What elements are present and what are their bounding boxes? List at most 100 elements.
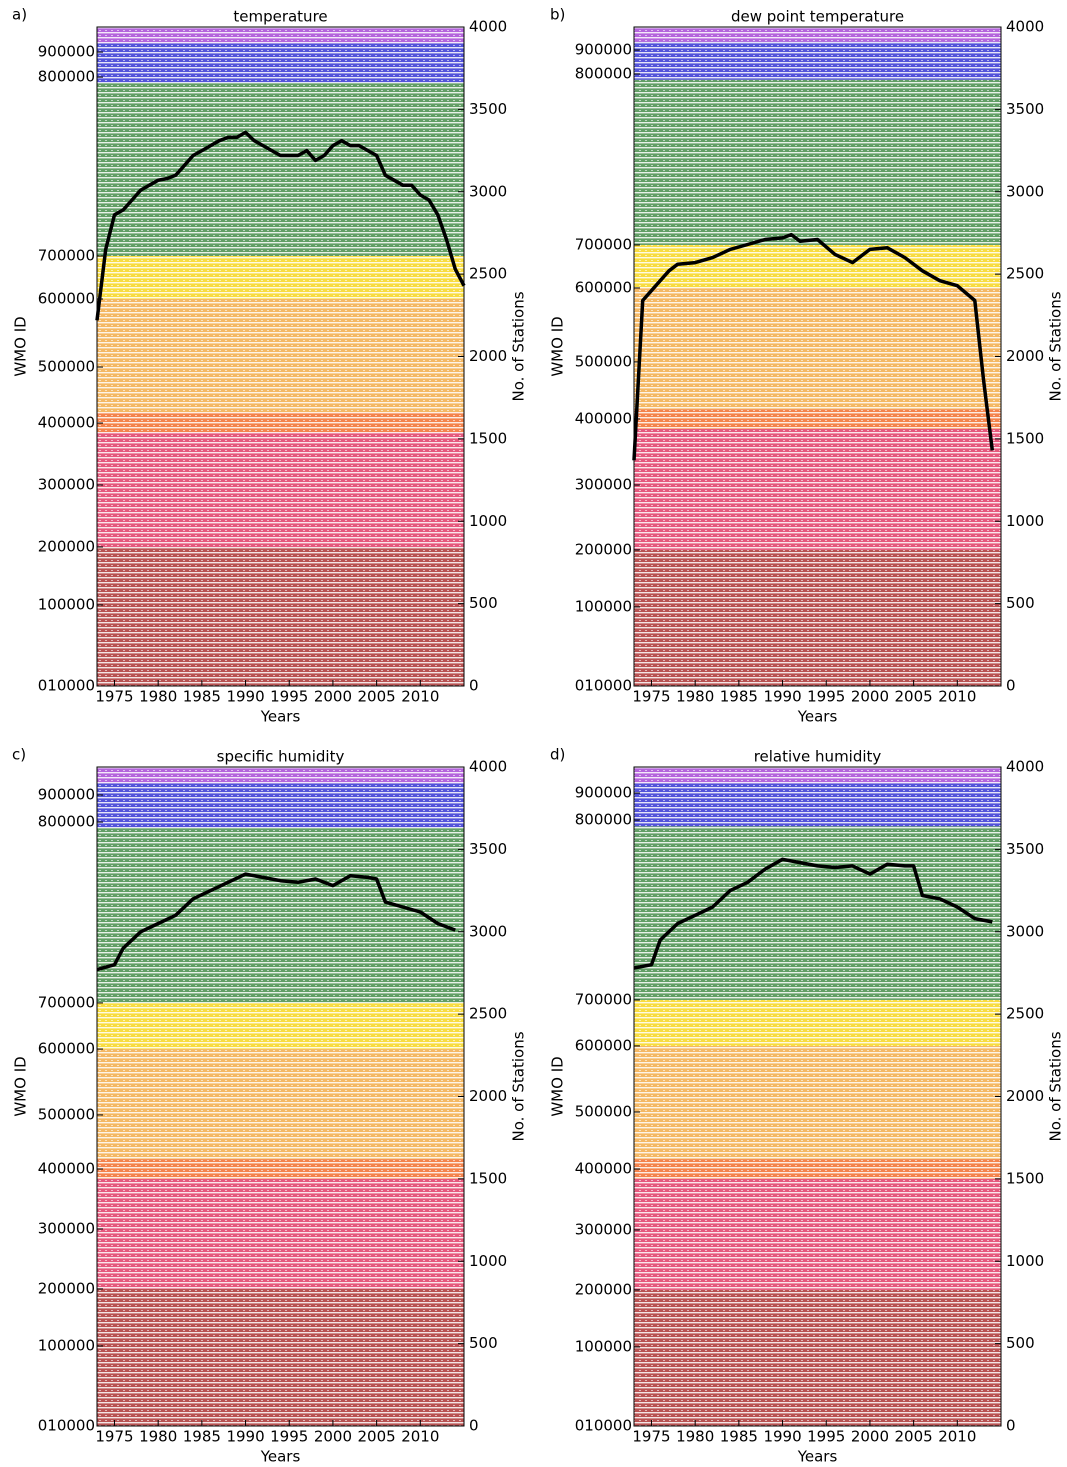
y2-tick-label: 4000: [1006, 758, 1044, 776]
x-tick-label: 2005: [895, 688, 933, 706]
y2-axis-label: No. of Stations: [510, 1031, 528, 1141]
y2-tick-label: 2000: [1006, 347, 1044, 365]
y-tick-label: 700000: [38, 993, 95, 1011]
y2-tick-label: 3500: [469, 840, 507, 858]
y2-tick-label: 4000: [469, 18, 507, 36]
y-tick-label: 200000: [38, 1279, 95, 1297]
y2-tick-label: 3500: [1006, 840, 1044, 858]
y2-tick-label: 0: [469, 1417, 479, 1435]
y-tick-label: 900000: [575, 41, 632, 59]
y2-tick-label: 2000: [1006, 1087, 1044, 1105]
y-tick-label: 010000: [575, 677, 632, 695]
panel-label: b): [550, 6, 565, 24]
y-tick-label: 100000: [38, 1336, 95, 1354]
y-tick-label: 400000: [38, 1159, 95, 1177]
y2-tick-label: 1000: [469, 1252, 507, 1270]
chart-title: specific humidity: [217, 748, 345, 766]
y2-tick-label: 1500: [1006, 429, 1044, 447]
y2-tick-label: 500: [469, 594, 498, 612]
y-tick-label: 010000: [38, 677, 95, 695]
x-tick-label: 1990: [763, 1428, 801, 1446]
y-tick-label: 500000: [575, 1102, 632, 1120]
y-tick-label: 200000: [575, 540, 632, 558]
x-tick-label: 2000: [851, 1428, 889, 1446]
x-tick-label: 1975: [95, 1428, 133, 1446]
y-tick-label: 010000: [38, 1417, 95, 1435]
x-tick-label: 1985: [720, 1428, 758, 1446]
x-tick-label: 2010: [938, 1428, 976, 1446]
y-tick-label: 500000: [575, 352, 632, 370]
y-tick-label: 500000: [38, 1105, 95, 1123]
y-tick-label: 900000: [38, 786, 95, 804]
y-tick-label: 400000: [575, 1159, 632, 1177]
x-axis-label: Years: [260, 708, 301, 726]
station-count-line: [632, 232, 995, 461]
band-texture: [97, 27, 464, 686]
x-axis-label: Years: [260, 1448, 301, 1466]
x-tick-label: 1975: [632, 688, 670, 706]
y2-tick-label: 2000: [469, 1087, 507, 1105]
x-tick-label: 1980: [139, 1428, 177, 1446]
y-tick-label: 800000: [38, 813, 95, 831]
x-tick-label: 2000: [314, 1428, 352, 1446]
y-tick-label: 100000: [38, 595, 95, 613]
x-tick-label: 2005: [895, 1428, 933, 1446]
y-tick-label: 500000: [38, 358, 95, 376]
chart-title: relative humidity: [754, 748, 882, 766]
x-tick-label: 2005: [358, 688, 396, 706]
band-texture: [97, 767, 464, 1426]
y2-tick-label: 3500: [1006, 100, 1044, 118]
y-axis-label: WMO ID: [549, 1056, 567, 1116]
x-tick-label: 1985: [183, 1428, 221, 1446]
y-tick-label: 300000: [575, 476, 632, 494]
y-tick-label: 800000: [575, 64, 632, 82]
x-tick-label: 1990: [226, 688, 264, 706]
y-tick-label: 300000: [38, 476, 95, 494]
x-tick-label: 1995: [807, 1428, 845, 1446]
y2-tick-label: 2500: [469, 265, 507, 283]
x-tick-label: 2010: [401, 688, 439, 706]
y-tick-label: 800000: [575, 811, 632, 829]
x-tick-label: 1980: [676, 688, 714, 706]
x-tick-label: 1980: [676, 1428, 714, 1446]
y-tick-label: 100000: [575, 1337, 632, 1355]
chart-title: temperature: [233, 8, 327, 26]
y2-tick-label: 1500: [469, 429, 507, 447]
y2-tick-label: 3000: [1006, 922, 1044, 940]
panel-label: c): [12, 746, 26, 764]
y2-tick-label: 500: [469, 1334, 498, 1352]
y2-axis-label: No. of Stations: [510, 291, 528, 401]
y-tick-label: 400000: [38, 414, 95, 432]
y2-tick-label: 0: [1006, 677, 1016, 695]
y-tick-label: 900000: [575, 784, 632, 802]
y2-tick-label: 500: [1006, 594, 1035, 612]
y-tick-label: 700000: [38, 247, 95, 265]
y2-axis-label: No. of Stations: [1047, 1031, 1065, 1141]
y-tick-label: 300000: [575, 1220, 632, 1238]
y2-tick-label: 2000: [469, 347, 507, 365]
y2-tick-label: 1000: [1006, 512, 1044, 530]
y2-tick-label: 3000: [469, 182, 507, 200]
x-tick-label: 2000: [314, 688, 352, 706]
y2-tick-label: 2500: [1006, 1005, 1044, 1023]
x-axis-label: Years: [797, 708, 838, 726]
y2-tick-label: 0: [1006, 1417, 1016, 1435]
band-texture: [634, 767, 1001, 1426]
y-tick-label: 600000: [575, 278, 632, 296]
y-tick-label: 300000: [38, 1219, 95, 1237]
panel-label: a): [12, 6, 27, 24]
y-tick-label: 600000: [38, 1040, 95, 1058]
y-tick-label: 700000: [575, 235, 632, 253]
y2-tick-label: 3000: [1006, 182, 1044, 200]
y2-tick-label: 1000: [469, 512, 507, 530]
y2-axis-label: No. of Stations: [1047, 291, 1065, 401]
y2-tick-label: 0: [469, 677, 479, 695]
y-tick-label: 700000: [575, 990, 632, 1008]
y-tick-label: 800000: [38, 68, 95, 86]
y-tick-label: 600000: [38, 290, 95, 308]
y-tick-label: 010000: [575, 1417, 632, 1435]
x-tick-label: 1985: [183, 688, 221, 706]
y-tick-label: 200000: [38, 537, 95, 555]
y-axis-label: WMO ID: [549, 316, 567, 376]
station-count-line: [95, 130, 466, 321]
